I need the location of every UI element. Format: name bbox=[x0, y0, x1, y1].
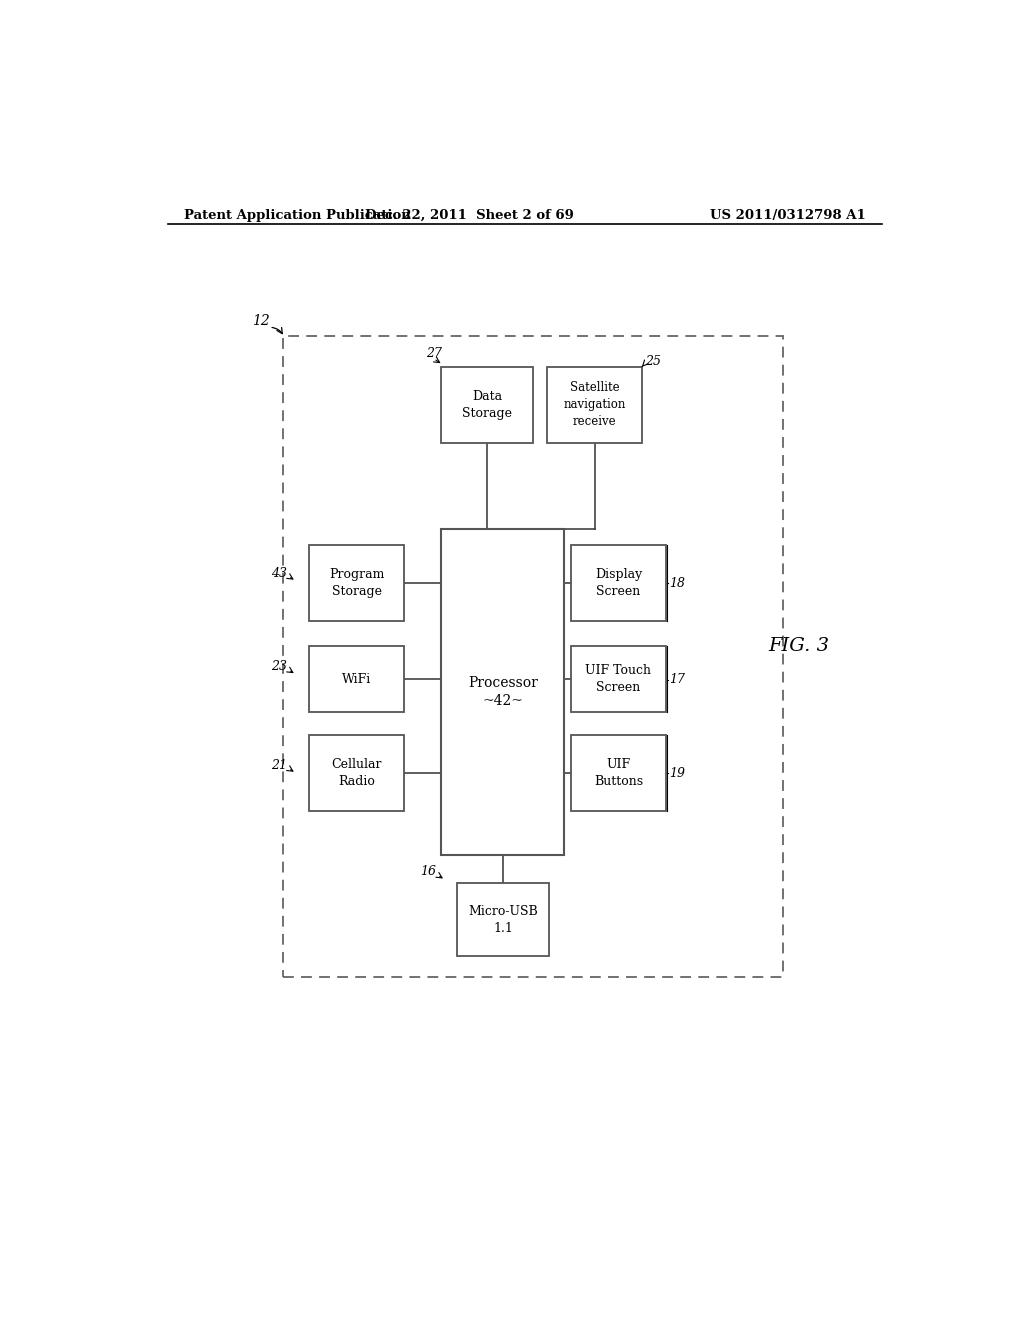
Bar bbox=[547, 367, 642, 444]
Text: 23: 23 bbox=[270, 660, 287, 673]
Text: Dec. 22, 2011  Sheet 2 of 69: Dec. 22, 2011 Sheet 2 of 69 bbox=[365, 209, 573, 222]
Text: 19: 19 bbox=[670, 767, 685, 780]
Text: 27: 27 bbox=[426, 347, 441, 360]
Bar bbox=[441, 529, 564, 854]
Bar bbox=[309, 647, 404, 713]
Text: UIF Touch
Screen: UIF Touch Screen bbox=[586, 664, 651, 694]
Text: Display
Screen: Display Screen bbox=[595, 568, 642, 598]
Text: 21: 21 bbox=[270, 759, 287, 772]
Text: 17: 17 bbox=[670, 673, 685, 686]
Text: 16: 16 bbox=[420, 866, 436, 878]
Text: Data
Storage: Data Storage bbox=[462, 389, 512, 420]
Text: Processor
~42~: Processor ~42~ bbox=[468, 676, 538, 709]
Bar bbox=[283, 337, 782, 977]
Text: 43: 43 bbox=[270, 566, 287, 579]
Text: 25: 25 bbox=[645, 355, 662, 368]
Bar bbox=[309, 545, 404, 620]
Text: US 2011/0312798 A1: US 2011/0312798 A1 bbox=[711, 209, 866, 222]
Text: Micro-USB
1.1: Micro-USB 1.1 bbox=[468, 904, 538, 935]
Text: Satellite
navigation
receive: Satellite navigation receive bbox=[563, 381, 626, 429]
Bar bbox=[570, 735, 666, 810]
Text: UIF
Buttons: UIF Buttons bbox=[594, 758, 643, 788]
Text: 12: 12 bbox=[253, 314, 270, 329]
Text: 18: 18 bbox=[670, 577, 685, 590]
Text: Program
Storage: Program Storage bbox=[329, 568, 384, 598]
Text: Patent Application Publication: Patent Application Publication bbox=[183, 209, 411, 222]
Bar bbox=[458, 883, 549, 956]
Bar bbox=[309, 735, 404, 810]
Text: Cellular
Radio: Cellular Radio bbox=[332, 758, 382, 788]
Text: WiFi: WiFi bbox=[342, 673, 371, 686]
Bar bbox=[570, 647, 666, 713]
Text: FIG. 3: FIG. 3 bbox=[768, 638, 829, 655]
Bar bbox=[570, 545, 666, 620]
Bar bbox=[441, 367, 532, 444]
